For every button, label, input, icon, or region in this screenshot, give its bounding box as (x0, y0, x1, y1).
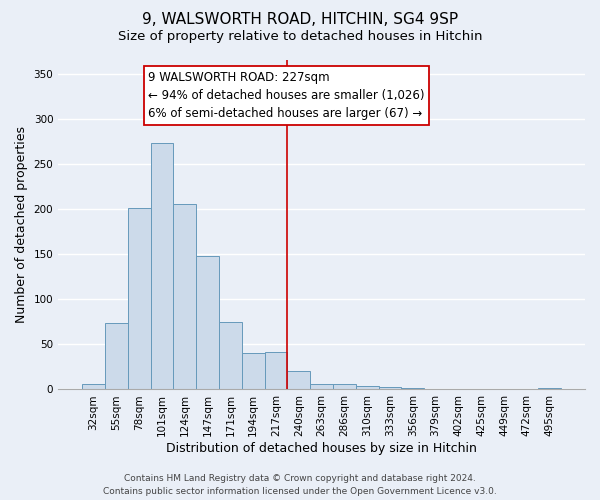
Bar (401, 388, 424, 390)
Bar (128, 208, 151, 390)
X-axis label: Distribution of detached houses by size in Hitchin: Distribution of detached houses by size … (166, 442, 477, 455)
Bar (356, 386, 379, 390)
Bar (310, 384, 333, 390)
Bar (538, 388, 561, 390)
Bar (173, 204, 196, 390)
Text: 9 WALSWORTH ROAD: 227sqm
← 94% of detached houses are smaller (1,026)
6% of semi: 9 WALSWORTH ROAD: 227sqm ← 94% of detach… (148, 71, 425, 120)
Bar (82, 384, 105, 390)
Bar (242, 354, 265, 390)
Bar (196, 256, 219, 390)
Bar (265, 352, 287, 390)
Bar (333, 384, 356, 390)
Bar (151, 143, 173, 390)
Bar (379, 387, 401, 390)
Bar (219, 322, 242, 390)
Text: Contains HM Land Registry data © Crown copyright and database right 2024.
Contai: Contains HM Land Registry data © Crown c… (103, 474, 497, 496)
Bar (105, 322, 128, 390)
Y-axis label: Number of detached properties: Number of detached properties (15, 126, 28, 323)
Bar (287, 372, 310, 390)
Text: 9, WALSWORTH ROAD, HITCHIN, SG4 9SP: 9, WALSWORTH ROAD, HITCHIN, SG4 9SP (142, 12, 458, 28)
Text: Size of property relative to detached houses in Hitchin: Size of property relative to detached ho… (118, 30, 482, 43)
